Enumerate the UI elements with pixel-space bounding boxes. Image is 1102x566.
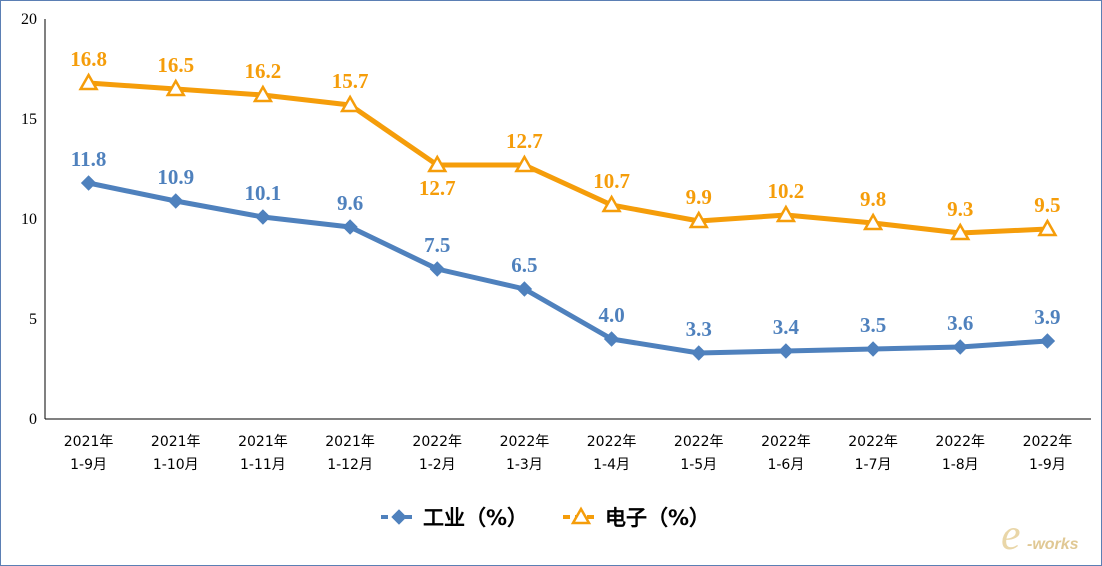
diamond-marker <box>429 261 445 277</box>
series-line <box>88 80 1048 236</box>
x-tick-label-period: 1-7月 <box>855 457 892 473</box>
diamond-marker <box>603 331 620 347</box>
data-label: 16.8 <box>70 47 107 71</box>
watermark-glyph: e <box>1001 510 1021 559</box>
legend-label: 工业（%） <box>423 506 528 530</box>
x-tick-label-year: 2021年 <box>64 434 114 450</box>
x-tick-label-period: 1-6月 <box>767 457 804 473</box>
legend-diamond-icon <box>391 509 407 525</box>
data-label: 3.3 <box>686 317 712 341</box>
triangle-marker <box>339 94 361 113</box>
data-label: 3.9 <box>1034 305 1060 329</box>
triangle-marker <box>165 78 186 97</box>
x-tick-label-year: 2021年 <box>238 434 288 450</box>
data-label: 16.5 <box>157 53 194 77</box>
data-label: 3.5 <box>860 313 886 337</box>
diamond-marker <box>255 209 271 225</box>
data-label: 9.6 <box>337 191 363 215</box>
data-label: 10.1 <box>245 181 282 205</box>
data-label: 12.7 <box>506 129 543 153</box>
diamond-marker <box>691 345 707 361</box>
data-label: 6.5 <box>511 253 537 277</box>
legend-label: 电子（%） <box>605 506 710 530</box>
y-tick-label: 0 <box>29 411 37 428</box>
data-label: 16.2 <box>245 59 282 83</box>
x-tick-label-year: 2022年 <box>848 434 898 450</box>
legend-item: 工业（%） <box>381 506 528 530</box>
axes: 0 5 10 15 20 <box>21 11 1091 428</box>
y-tick-label: 5 <box>29 311 37 328</box>
x-tick-label-year: 2022年 <box>674 434 724 450</box>
data-label: 10.9 <box>157 165 194 189</box>
data-label: 7.5 <box>424 233 450 257</box>
diamond-marker <box>168 193 184 209</box>
x-tick-label-period: 1-12月 <box>327 457 373 473</box>
diamond-marker <box>80 175 97 191</box>
category-labels: 2021年 1-9月 2021年 1-10月 2021年 1-11月 2021年 1-12月 2… <box>64 434 1072 473</box>
triangle-marker <box>601 194 622 213</box>
triangle-marker <box>862 212 884 231</box>
y-tick-label: 20 <box>21 11 37 28</box>
data-label: 9.5 <box>1034 193 1060 217</box>
series-industry: 11.8 10.9 10.1 9.6 7.5 6.5 4.0 3.3 3.4 3.5 3.6 3.9 <box>71 147 1061 361</box>
x-tick-label-period: 1-4月 <box>593 457 630 473</box>
data-label: 3.4 <box>773 315 800 339</box>
x-tick-label-year: 2021年 <box>151 434 201 450</box>
x-tick-label-period: 1-9月 <box>1029 457 1066 473</box>
y-tick-label: 15 <box>21 111 37 128</box>
data-label: 3.6 <box>947 311 973 335</box>
diamond-marker <box>342 219 358 235</box>
data-label: 4.0 <box>598 303 624 327</box>
x-tick-label-year: 2022年 <box>935 434 985 450</box>
diamond-marker <box>516 281 533 297</box>
data-label: 9.3 <box>947 197 973 221</box>
x-tick-label-year: 2022年 <box>587 434 637 450</box>
x-tick-label-period: 1-3月 <box>506 457 543 473</box>
data-label: 11.8 <box>71 147 107 171</box>
triangle-marker <box>78 72 99 91</box>
series-layer: 11.810.910.1 9.67.56.54.03.3 3.4 3.5 3.6 3.91… <box>70 47 1061 361</box>
x-tick-label-period: 1-11月 <box>240 457 286 473</box>
triangle-marker <box>514 154 535 173</box>
series-line <box>88 180 1048 356</box>
data-label: 9.9 <box>686 185 712 209</box>
data-label: 15.7 <box>332 69 369 93</box>
triangle-marker <box>950 222 971 241</box>
diamond-marker <box>865 341 881 357</box>
x-tick-label-year: 2022年 <box>761 434 811 450</box>
diamond-marker <box>1039 333 1056 349</box>
triangle-marker <box>252 84 274 103</box>
x-tick-label-period: 1-10月 <box>153 457 199 473</box>
x-tick-label-period: 1-5月 <box>680 457 717 473</box>
watermark-text: -works <box>1027 536 1079 553</box>
x-tick-label-year: 2021年 <box>325 434 375 450</box>
triangle-marker <box>1037 218 1058 237</box>
x-tick-label-year: 2022年 <box>500 434 550 450</box>
y-tick-label: 10 <box>21 211 37 228</box>
data-label: 10.7 <box>593 169 630 193</box>
diamond-marker <box>952 339 968 355</box>
triangle-marker <box>688 210 709 229</box>
triangle-marker <box>775 204 797 223</box>
series-electronics: 16.8 16.5 16.2 15.7 12.7 12.7 10.7 9.9 10.2 9.8 9.… <box>70 47 1061 241</box>
x-tick-label-period: 1-9月 <box>70 457 107 473</box>
legend-item: 电子（%） <box>563 506 710 530</box>
data-label: 12.7 <box>419 176 456 200</box>
legend: 工业（%） 电子（%） <box>381 506 710 530</box>
x-tick-label-period: 1-8月 <box>942 457 979 473</box>
triangle-marker <box>427 154 448 173</box>
x-tick-label-year: 2022年 <box>412 434 462 450</box>
x-tick-label-year: 2022年 <box>1023 434 1073 450</box>
data-label: 9.8 <box>860 187 886 211</box>
x-tick-label-period: 1-2月 <box>419 457 456 473</box>
data-label: 10.2 <box>768 179 805 203</box>
legend-triangle-icon <box>570 506 592 525</box>
diamond-marker <box>778 343 794 359</box>
eworks-watermark: e -works <box>1001 510 1079 559</box>
